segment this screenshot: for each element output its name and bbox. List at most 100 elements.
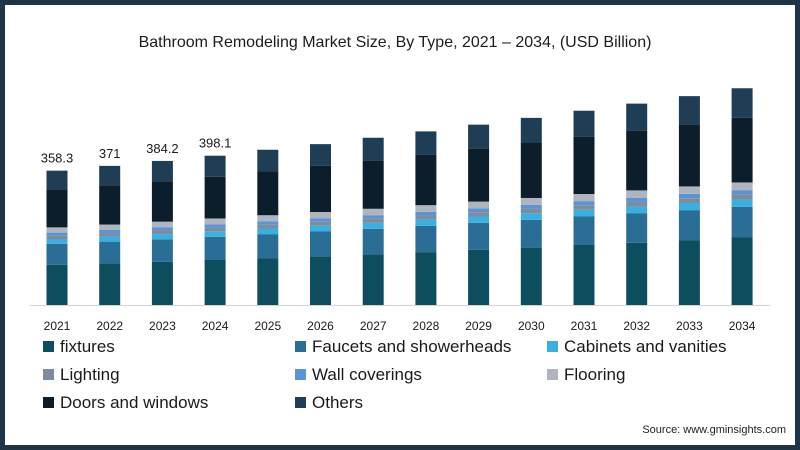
bar-segment-2024-2 bbox=[204, 231, 226, 237]
bar-segment-2030-5 bbox=[520, 197, 542, 205]
bar-segment-2033-1 bbox=[678, 210, 700, 241]
bar-segment-2031-0 bbox=[573, 245, 595, 305]
bar-segment-2021-1 bbox=[46, 243, 68, 265]
bar-segment-2034-5 bbox=[731, 182, 753, 191]
bar-segment-2028-6 bbox=[415, 154, 437, 206]
bar-segment-2023-5 bbox=[151, 221, 173, 228]
legend-item-2: Cabinets and vanities bbox=[547, 336, 763, 357]
bar-segment-2026-4 bbox=[310, 218, 331, 222]
total-label-2021: 358.3 bbox=[41, 151, 74, 166]
legend-label: Cabinets and vanities bbox=[564, 336, 727, 356]
bar-segment-2022-7 bbox=[99, 165, 121, 186]
bar-segment-2023-4 bbox=[151, 227, 173, 231]
bar-segment-2032-7 bbox=[626, 103, 648, 131]
bar-segment-2034-1 bbox=[731, 206, 753, 238]
legend-label: fixtures bbox=[60, 336, 115, 356]
bar-segment-2031-6 bbox=[573, 136, 595, 195]
x-tick-label-2022: 2022 bbox=[96, 319, 123, 333]
bar-segment-2028-2 bbox=[415, 219, 437, 226]
x-tick-label-2031: 2031 bbox=[571, 319, 598, 333]
bar-segment-2034-3 bbox=[731, 194, 753, 200]
bar-segment-2028-7 bbox=[415, 131, 437, 155]
bar-segment-2032-1 bbox=[626, 213, 648, 243]
bar-segment-2022-3 bbox=[99, 233, 121, 237]
bar-stack-2029 bbox=[468, 124, 490, 306]
source-note: Source: www.gminsights.com bbox=[642, 424, 786, 436]
legend-item-0: fixtures bbox=[43, 336, 295, 357]
bar-segment-2025-7 bbox=[257, 149, 279, 172]
bar-segment-2033-6 bbox=[678, 124, 700, 187]
bar-segment-2024-7 bbox=[204, 155, 226, 177]
bar-segment-2023-0 bbox=[151, 261, 173, 306]
bar-segment-2024-1 bbox=[204, 236, 226, 260]
bar-segment-2033-3 bbox=[678, 198, 700, 203]
bar-segment-2029-6 bbox=[468, 148, 490, 202]
legend-swatch bbox=[295, 397, 306, 408]
bar-segment-2021-2 bbox=[46, 239, 68, 244]
bar-segment-2033-0 bbox=[678, 240, 700, 306]
bar-segment-2034-7 bbox=[731, 88, 753, 118]
x-tick-label-2027: 2027 bbox=[360, 319, 387, 333]
bar-segment-2029-5 bbox=[468, 201, 490, 209]
legend-item-1: Faucets and showerheads bbox=[295, 336, 547, 357]
bar-segment-2022-1 bbox=[99, 241, 121, 264]
bar-segment-2022-0 bbox=[99, 263, 121, 306]
x-tick-label-2030: 2030 bbox=[518, 319, 545, 333]
bar-segment-2025-3 bbox=[257, 224, 279, 229]
bar-segment-2027-2 bbox=[362, 222, 384, 229]
bar-segment-2022-5 bbox=[99, 224, 121, 230]
legend-swatch bbox=[295, 369, 306, 380]
bar-segment-2021-6 bbox=[46, 189, 68, 228]
x-tick-label-2024: 2024 bbox=[202, 319, 229, 333]
bar-segment-2027-0 bbox=[362, 254, 384, 306]
bar-segment-2025-4 bbox=[257, 221, 279, 225]
total-label-2022: 371 bbox=[99, 146, 121, 161]
bar-segment-2021-7 bbox=[46, 170, 68, 190]
bar-stack-2028 bbox=[415, 131, 437, 306]
bar-segment-2027-7 bbox=[362, 137, 384, 161]
x-tick-label-2025: 2025 bbox=[254, 319, 281, 333]
bar-segment-2026-5 bbox=[310, 212, 331, 219]
legend-item-6: Doors and windows bbox=[43, 392, 295, 413]
bar-segment-2027-4 bbox=[362, 215, 384, 219]
bar-segment-2029-3 bbox=[468, 212, 490, 217]
bar-stack-2021 bbox=[46, 170, 68, 306]
legend-item-7: Others bbox=[295, 392, 547, 413]
bar-segment-2032-5 bbox=[626, 190, 648, 198]
bar-segment-2023-3 bbox=[151, 230, 173, 235]
bar-segment-2034-6 bbox=[731, 117, 753, 183]
bar-segment-2028-5 bbox=[415, 205, 437, 212]
bar-segment-2023-6 bbox=[151, 181, 173, 222]
bar-segment-2024-3 bbox=[204, 227, 226, 232]
legend-swatch bbox=[295, 341, 306, 352]
bar-segment-2022-2 bbox=[99, 236, 121, 242]
x-tick-label-2032: 2032 bbox=[623, 319, 650, 333]
bar-segment-2025-0 bbox=[257, 258, 279, 306]
bar-stack-2024 bbox=[204, 155, 226, 305]
x-tick-label-2033: 2033 bbox=[676, 319, 703, 333]
bar-segment-2030-4 bbox=[520, 204, 542, 209]
x-tick-label-2028: 2028 bbox=[413, 319, 440, 333]
bar-segment-2021-0 bbox=[46, 264, 68, 306]
legend: fixtures Faucets and showerheads Cabinets … bbox=[43, 336, 763, 413]
total-label-2023: 384.2 bbox=[146, 141, 179, 156]
bar-stack-2022 bbox=[99, 165, 121, 306]
legend-swatch bbox=[43, 341, 54, 352]
bar-segment-2026-3 bbox=[310, 221, 331, 226]
legend-label: Wall coverings bbox=[312, 364, 422, 384]
bar-segment-2024-0 bbox=[204, 260, 226, 305]
legend-swatch bbox=[547, 341, 558, 352]
bar-segment-2029-0 bbox=[468, 249, 490, 306]
bar-segment-2031-7 bbox=[573, 110, 595, 137]
bar-segment-2024-6 bbox=[204, 176, 226, 219]
bar-segment-2030-2 bbox=[520, 213, 542, 220]
bar-segment-2030-0 bbox=[520, 247, 542, 306]
bar-segment-2033-7 bbox=[678, 96, 700, 125]
bar-stack-2026 bbox=[310, 144, 331, 305]
x-tick-label-2023: 2023 bbox=[149, 319, 176, 333]
bar-segment-2031-4 bbox=[573, 201, 595, 206]
bar-segment-2031-2 bbox=[573, 209, 595, 217]
bar-segment-2031-3 bbox=[573, 205, 595, 210]
bar-segment-2028-1 bbox=[415, 225, 437, 253]
